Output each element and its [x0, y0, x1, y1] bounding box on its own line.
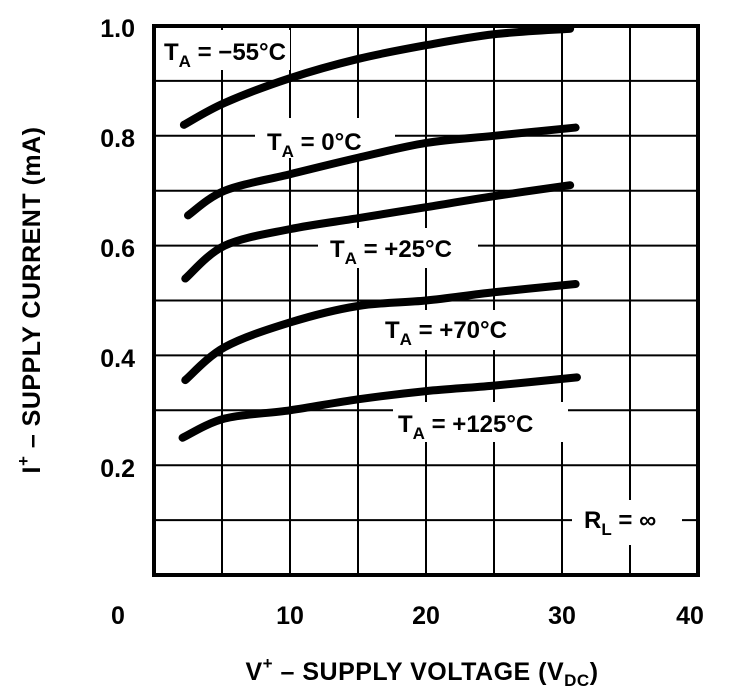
plot-frame — [152, 24, 700, 577]
load-resistance-annotation: RL = ∞ — [584, 507, 656, 539]
y-tick-label: 0.8 — [100, 125, 135, 153]
x-tick-label: 10 — [276, 602, 304, 630]
curve-series-3 — [181, 280, 580, 385]
curve-series-0 — [179, 24, 575, 129]
y-tick-label: 1.0 — [100, 15, 135, 43]
curve-labels: TA = −55°C TA = 0°C TA = +25°C TA = +70°… — [164, 39, 656, 539]
x-tick-label: 40 — [676, 602, 704, 630]
x-tick-label: 0 — [111, 602, 125, 630]
y-tick-label: 0.6 — [100, 235, 135, 263]
x-tick-label: 20 — [412, 602, 440, 630]
x-tick-label: 30 — [548, 602, 576, 630]
curve-label-25c: TA = +25°C — [330, 236, 452, 268]
y-axis-ticks: 1.0 0.8 0.6 0.4 0.2 — [100, 15, 135, 483]
y-axis-title: I+ – SUPPLY CURRENT (mA) — [14, 126, 46, 473]
curve-label-0c: TA = 0°C — [267, 129, 362, 161]
y-tick-label: 0.2 — [100, 455, 135, 483]
curve-series-1 — [184, 123, 580, 220]
curve-label-70c: TA = +70°C — [385, 317, 507, 349]
label-backgrounds — [160, 30, 682, 545]
x-axis-title: V+ – SUPPLY VOLTAGE (VDC) — [245, 654, 598, 690]
curves — [178, 24, 581, 442]
curve-label-125c: TA = +125°C — [398, 411, 533, 443]
x-axis-ticks: 0 10 20 30 40 — [111, 602, 704, 630]
curve-label-minus55c: TA = −55°C — [164, 39, 286, 71]
y-tick-label: 0.4 — [100, 345, 135, 373]
curve-series-2 — [181, 181, 575, 283]
curve-series-4 — [178, 373, 581, 442]
